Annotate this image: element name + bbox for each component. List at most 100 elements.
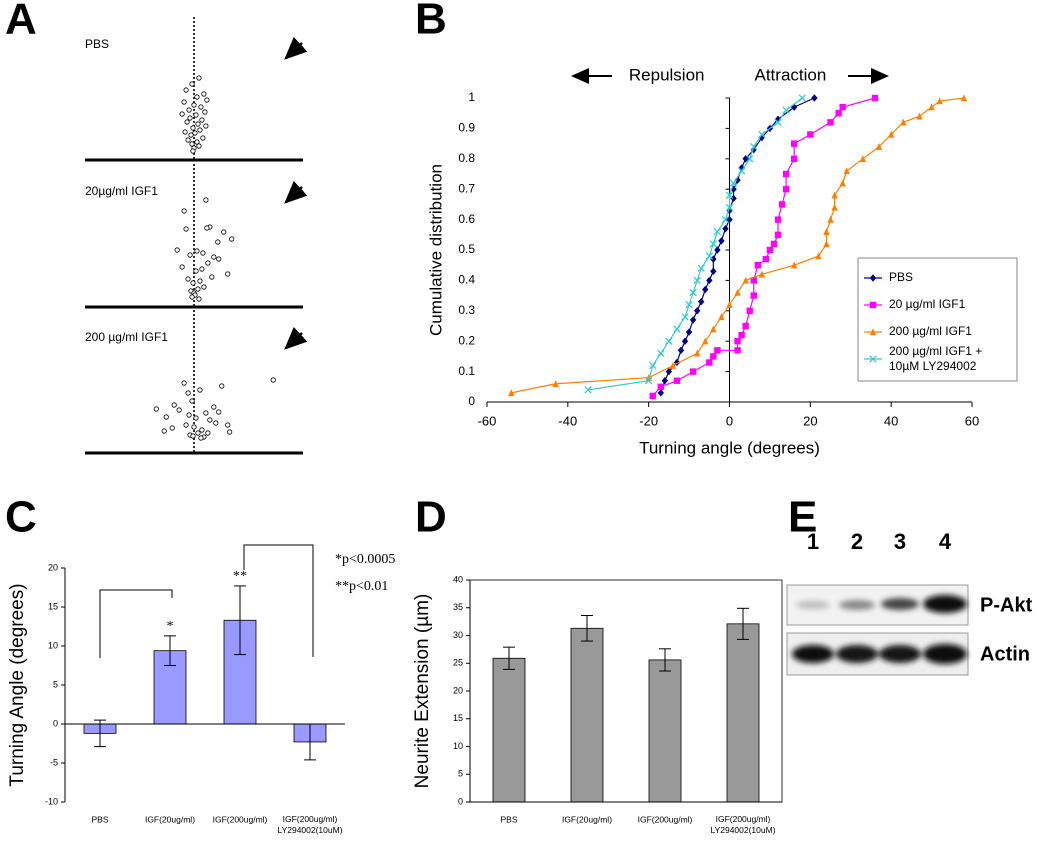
marker bbox=[714, 246, 721, 254]
point bbox=[207, 417, 213, 423]
point bbox=[219, 383, 225, 389]
point bbox=[197, 387, 203, 393]
marker bbox=[673, 377, 681, 384]
marker bbox=[721, 215, 730, 224]
marker bbox=[681, 337, 689, 345]
y-tick-label: 10 bbox=[48, 640, 58, 650]
y-tick-label: 20 bbox=[48, 562, 58, 572]
marker bbox=[693, 276, 701, 285]
y-tick-label: 0.6 bbox=[458, 212, 475, 226]
marker bbox=[734, 288, 741, 296]
marker bbox=[827, 119, 834, 126]
marker bbox=[835, 110, 842, 117]
marker bbox=[738, 331, 745, 339]
error-bar bbox=[581, 615, 593, 642]
point bbox=[229, 236, 235, 242]
panel-letter: C bbox=[5, 493, 37, 542]
marker bbox=[742, 322, 749, 330]
band bbox=[923, 595, 967, 613]
point bbox=[185, 390, 191, 396]
marker bbox=[649, 392, 656, 400]
marker bbox=[762, 255, 770, 263]
y-tick-label: 35 bbox=[453, 602, 463, 612]
point bbox=[211, 254, 217, 260]
legend bbox=[857, 257, 1018, 382]
marker bbox=[758, 270, 766, 278]
point bbox=[183, 422, 189, 428]
point bbox=[186, 107, 192, 113]
marker bbox=[685, 301, 693, 309]
marker bbox=[859, 155, 867, 162]
point bbox=[186, 412, 192, 418]
band bbox=[879, 645, 921, 663]
panel-letter: B bbox=[415, 0, 447, 44]
marker bbox=[734, 176, 741, 184]
panel-letter: D bbox=[415, 493, 447, 542]
error-bar bbox=[94, 719, 106, 748]
series-line bbox=[587, 97, 803, 391]
point bbox=[204, 97, 210, 103]
point bbox=[181, 99, 187, 105]
point bbox=[189, 141, 195, 147]
marker bbox=[871, 94, 879, 102]
marker bbox=[681, 313, 689, 321]
marker bbox=[709, 240, 717, 248]
marker bbox=[790, 103, 798, 111]
y-tick-label: 0.1 bbox=[458, 364, 475, 378]
x-tick-label: PBS bbox=[500, 814, 517, 824]
marker bbox=[754, 262, 761, 269]
marker bbox=[869, 328, 877, 336]
point bbox=[192, 130, 198, 136]
point bbox=[196, 296, 202, 302]
marker bbox=[706, 276, 713, 285]
x-tick-label: -40 bbox=[558, 413, 577, 428]
point bbox=[209, 274, 215, 280]
y-tick-label: 10 bbox=[453, 741, 463, 751]
y-tick-label: 0 bbox=[468, 394, 475, 408]
point bbox=[189, 398, 195, 404]
marker bbox=[746, 307, 753, 314]
marker bbox=[698, 297, 705, 306]
y-tick-label: 0.4 bbox=[458, 273, 475, 287]
y-tick-label: 20 bbox=[453, 685, 463, 695]
point bbox=[187, 252, 193, 258]
x-tick-label: PBS bbox=[91, 814, 108, 824]
point bbox=[194, 248, 200, 254]
x-tick-label: IGF(200ug/ml) LY294002(10uM) bbox=[710, 814, 775, 835]
point bbox=[227, 429, 233, 435]
marker bbox=[693, 349, 701, 357]
point bbox=[270, 377, 276, 383]
y-tick-label: 40 bbox=[453, 574, 463, 584]
lane-label: 1 bbox=[807, 529, 819, 554]
point bbox=[211, 404, 217, 410]
note: *p<0.0005 bbox=[335, 552, 395, 567]
marker bbox=[657, 349, 665, 358]
point bbox=[183, 87, 189, 93]
point bbox=[203, 410, 209, 416]
x-tick-label: IGF(200ug/ml) LY294002(10uM) bbox=[277, 814, 342, 835]
marker bbox=[790, 155, 798, 162]
marker bbox=[758, 130, 766, 139]
point bbox=[163, 414, 169, 420]
marker bbox=[790, 261, 798, 269]
point bbox=[195, 121, 201, 127]
point bbox=[193, 268, 199, 274]
marker bbox=[705, 252, 713, 260]
bar bbox=[726, 623, 760, 803]
point bbox=[191, 102, 197, 108]
x-tick-label: 0 bbox=[726, 413, 733, 428]
marker bbox=[831, 191, 838, 199]
marker bbox=[677, 346, 685, 355]
subplot-title: PBS bbox=[85, 37, 109, 51]
marker bbox=[815, 252, 822, 260]
point bbox=[187, 115, 193, 121]
bar bbox=[492, 657, 526, 803]
error-bar bbox=[659, 648, 671, 672]
point bbox=[181, 208, 187, 214]
y-tick-label: 30 bbox=[453, 630, 463, 640]
point bbox=[182, 129, 188, 135]
marker bbox=[730, 194, 737, 203]
lane-label: 3 bbox=[894, 529, 906, 554]
point bbox=[194, 94, 200, 100]
